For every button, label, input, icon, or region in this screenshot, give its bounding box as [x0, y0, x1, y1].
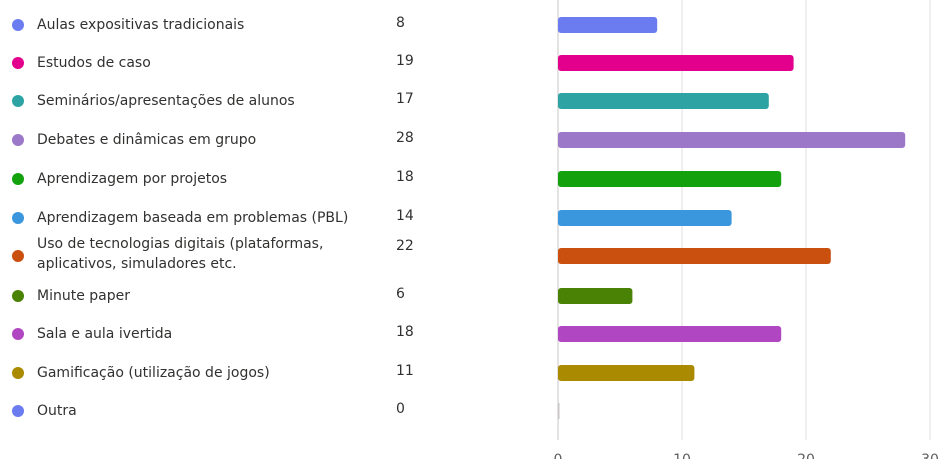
legend-label: Aprendizagem baseada em problemas (PBL)	[37, 210, 349, 226]
legend-dot-icon	[12, 367, 24, 379]
bar[interactable]	[558, 93, 769, 109]
legend-label: Gamificação (utilização de jogos)	[37, 365, 270, 381]
bar[interactable]	[558, 17, 658, 33]
bar[interactable]	[558, 171, 782, 187]
bar[interactable]	[558, 132, 906, 148]
legend-dot-icon	[12, 328, 24, 340]
legend-count: 18	[396, 169, 414, 185]
legend-label: Uso de tecnologias digitais (plataformas…	[37, 236, 324, 272]
legend-label: Minute paper	[37, 288, 130, 304]
legend-dot-icon	[12, 19, 24, 31]
legend-count: 28	[396, 130, 414, 146]
legend-label: Sala e aula ivertida	[37, 326, 173, 342]
legend-label: Aprendizagem por projetos	[37, 171, 228, 187]
bar[interactable]	[558, 248, 831, 264]
legend-dot-icon	[12, 405, 24, 417]
x-tick-label: 30	[921, 452, 939, 459]
legend-count: 8	[396, 15, 405, 31]
legend-label: Debates e dinâmicas em grupo	[37, 132, 257, 148]
legend: Aulas expositivas tradicionais 8 Estudos d…	[0, 0, 430, 459]
legend-label: Seminários/apresentações de alunos	[37, 93, 295, 109]
legend-dot-icon	[12, 57, 24, 69]
legend-count: 18	[396, 324, 414, 340]
legend-dot-icon	[12, 134, 24, 146]
bar[interactable]	[558, 326, 782, 342]
legend-dot-icon	[12, 212, 24, 224]
legend-count: 19	[396, 53, 414, 69]
legend-count: 14	[396, 208, 414, 224]
legend-dot-icon	[12, 250, 24, 262]
legend-label: Aulas expositivas tradicionais	[37, 17, 245, 33]
legend-count: 6	[396, 286, 405, 302]
legend-count: 17	[396, 91, 414, 107]
bar[interactable]	[558, 403, 560, 419]
legend-dot-icon	[12, 95, 24, 107]
x-tick-label: 10	[673, 452, 691, 459]
legend-count: 22	[396, 238, 414, 254]
legend-count: 11	[396, 363, 414, 379]
x-tick-label: 0	[554, 452, 563, 459]
bar[interactable]	[558, 365, 695, 381]
bar[interactable]	[558, 210, 732, 226]
legend-dot-icon	[12, 173, 24, 185]
x-tick-label: 20	[797, 452, 815, 459]
legend-label: Estudos de caso	[37, 55, 151, 71]
legend-count: 0	[396, 401, 405, 417]
legend-dot-icon	[12, 290, 24, 302]
legend-label: Outra	[37, 403, 77, 419]
bar[interactable]	[558, 55, 794, 71]
bar[interactable]	[558, 288, 633, 304]
